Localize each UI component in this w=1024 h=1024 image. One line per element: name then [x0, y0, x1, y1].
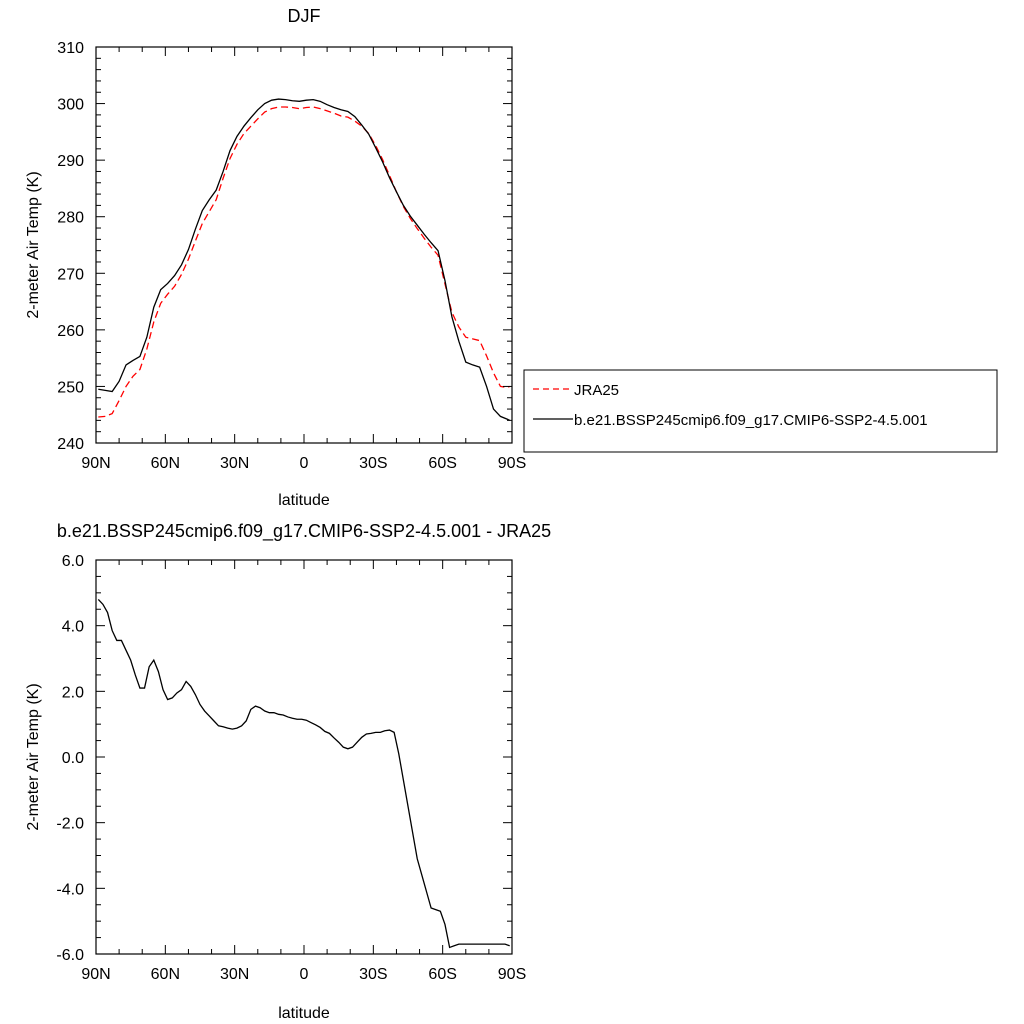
chart0-x-tick-label: 30N	[220, 455, 249, 472]
bottom-chart: b.e21.BSSP245cmip6.f09_g17.CMIP6-SSP2-4.…	[25, 521, 551, 1022]
chart0-x-tick-label: 90N	[81, 455, 110, 472]
chart0-series-line-0	[98, 106, 510, 418]
chart0-y-tick-label: 250	[57, 379, 84, 396]
chart1-y-tick-label: 0.0	[62, 750, 84, 767]
top-chart-y-axis-label: 2-meter Air Temp (K)	[25, 171, 42, 318]
chart0-x-tick-label: 90S	[498, 455, 526, 472]
chart0-y-tick-label: 300	[57, 97, 84, 114]
chart1-x-tick-label: 30S	[359, 966, 387, 983]
chart1-x-tick-label: 60S	[428, 966, 456, 983]
chart1-y-tick-label: 2.0	[62, 684, 84, 701]
chart1-x-tick-label: 90S	[498, 966, 526, 983]
bottom-chart-title: b.e21.BSSP245cmip6.f09_g17.CMIP6-SSP2-4.…	[57, 521, 551, 542]
chart0-x-tick-label: 60S	[428, 455, 456, 472]
chart0-frame	[95, 46, 513, 444]
chart0-y-tick-label: 280	[57, 210, 84, 227]
chart1-series-line-0	[97, 598, 510, 949]
chart0-y-tick-label: 310	[57, 40, 84, 57]
chart1-x-tick-label: 30N	[220, 966, 249, 983]
chart1-y-tick-label: 6.0	[62, 553, 84, 570]
bottom-chart-plot-area: 90N 60N 30N 0 30S 60S 90S -6.0 -4.0 -2.0 0.0 2.0 4.0…	[56, 553, 526, 983]
chart1-y-tick-label: -4.0	[56, 881, 84, 898]
chart1-y-tick-label: -2.0	[56, 816, 84, 833]
bottom-chart-x-axis-label: latitude	[278, 1005, 330, 1022]
top-chart-x-axis-label: latitude	[278, 492, 330, 509]
chart1-frame	[95, 559, 513, 955]
chart0-x-tick-label: 30S	[359, 455, 387, 472]
top-chart-legend: JRA25 b.e21.BSSP245cmip6.f09_g17.CMIP6-S…	[523, 369, 998, 453]
top-chart-title: DJF	[288, 6, 321, 26]
top-chart: DJF 2-meter Air Temp (K) latitude 90N 60N…	[25, 6, 998, 509]
legend-label-model: b.e21.BSSP245cmip6.f09_g17.CMIP6-SSP2-4.…	[574, 412, 928, 429]
chart1-y-tick-label: 4.0	[62, 619, 84, 636]
chart0-y-tick-label: 240	[57, 436, 84, 453]
chart1-x-tick-label: 60N	[151, 966, 180, 983]
chart0-series-line-1	[98, 98, 510, 421]
legend-box	[523, 369, 998, 453]
chart0-x-tick-label: 0	[300, 455, 309, 472]
chart1-x-tick-label: 0	[300, 966, 309, 983]
chart1-x-tick-label: 90N	[81, 966, 110, 983]
chart0-y-tick-label: 290	[57, 153, 84, 170]
chart0-y-tick-label: 270	[57, 266, 84, 283]
chart0-y-tick-label: 260	[57, 323, 84, 340]
chart1-y-tick-label: -6.0	[56, 947, 84, 964]
bottom-chart-y-axis-label: 2-meter Air Temp (K)	[25, 683, 42, 830]
chart0-x-tick-label: 60N	[151, 455, 180, 472]
legend-label-jra25: JRA25	[574, 382, 619, 399]
top-chart-plot-area: 90N 60N 30N 0 30S 60S 90S 240 250 260 270 280 290 300…	[57, 40, 526, 472]
